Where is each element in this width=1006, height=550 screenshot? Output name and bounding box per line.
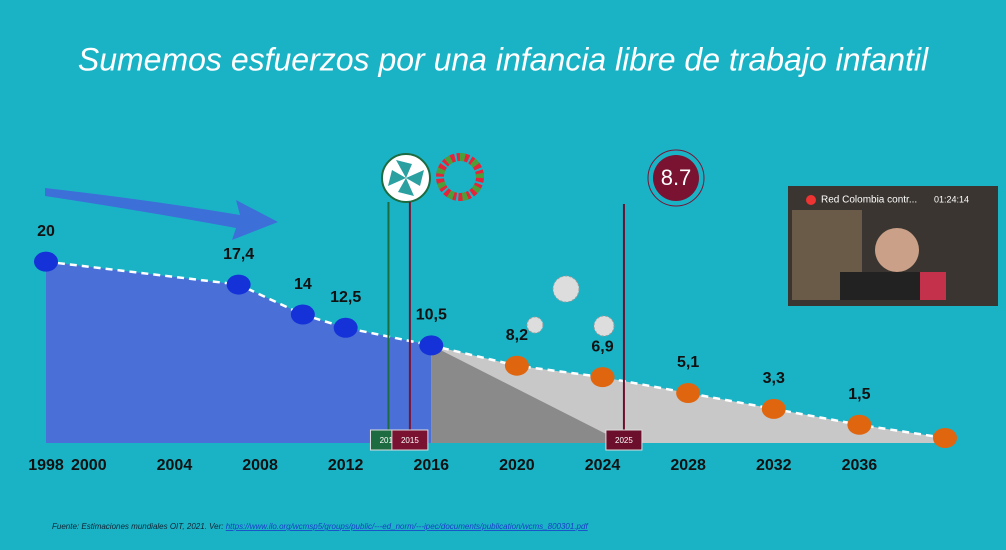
arrow [45, 188, 278, 240]
sdg-wheel-icon [436, 153, 484, 201]
data-point [676, 383, 701, 404]
value-label: 6,9 [591, 338, 613, 355]
value-label: 1,5 [848, 386, 870, 403]
milestone-label: 2015 [401, 436, 419, 445]
x-tick-label: 2036 [842, 457, 878, 474]
x-tick-label: 2024 [585, 457, 621, 474]
call-name: Red Colombia contr... [821, 195, 917, 206]
x-tick-label: 2004 [157, 457, 193, 474]
x-tick-label: 2028 [670, 457, 706, 474]
data-point [226, 274, 251, 295]
milestone-box [605, 429, 643, 451]
source-text: Fuente: Estimaciones mundiales OIT, 2021… [52, 522, 588, 531]
milestone-label: 2014 [380, 436, 398, 445]
hang-up-button[interactable] [920, 272, 946, 300]
projection-wedge [431, 345, 624, 443]
value-label: 5,1 [677, 354, 699, 371]
sdg-target-label: 8.7 [661, 165, 692, 190]
x-tick-label: 2000 [71, 457, 107, 474]
value-label: 8,2 [506, 327, 528, 344]
data-point [590, 367, 615, 388]
history-area [46, 261, 432, 443]
slide-title: Sumemos esfuerzos por una infancia libre… [78, 41, 929, 77]
value-label: 10,5 [416, 307, 447, 324]
x-tick-label: 2016 [413, 457, 449, 474]
value-label: 12,5 [330, 289, 361, 306]
milestone-box [391, 429, 429, 451]
data-point [761, 398, 786, 419]
value-label: 3,3 [763, 370, 785, 387]
x-tick-label: 2032 [756, 457, 792, 474]
milestone-label: 2025 [615, 436, 633, 445]
data-point [933, 428, 957, 448]
speaker [875, 228, 919, 272]
source: Fuente: Estimaciones mundiales OIT, 2021… [52, 522, 226, 531]
x-tick-label: 1998 [28, 457, 64, 474]
data-point [847, 414, 872, 435]
data-point [34, 251, 58, 272]
x-tick-label: 2020 [499, 457, 535, 474]
call-controls[interactable] [840, 272, 920, 300]
record-dot [806, 195, 816, 205]
virus-icons [526, 275, 615, 337]
value-label: 17,4 [223, 246, 254, 263]
data-point [290, 304, 315, 325]
data-point [333, 317, 358, 338]
call-time: 01:24:14 [934, 194, 969, 204]
x-tick-label: 2012 [328, 457, 364, 474]
source-link[interactable]: https://www.ilo.org/wcmsp5/groups/public… [226, 522, 589, 531]
value-label: 20 [37, 223, 55, 240]
x-tick-label: 2008 [242, 457, 278, 474]
value-label: 14 [294, 276, 312, 293]
sdg-target-icon [647, 149, 705, 207]
data-point [504, 355, 529, 376]
pinwheel-icon [381, 153, 431, 203]
data-point [419, 335, 444, 356]
